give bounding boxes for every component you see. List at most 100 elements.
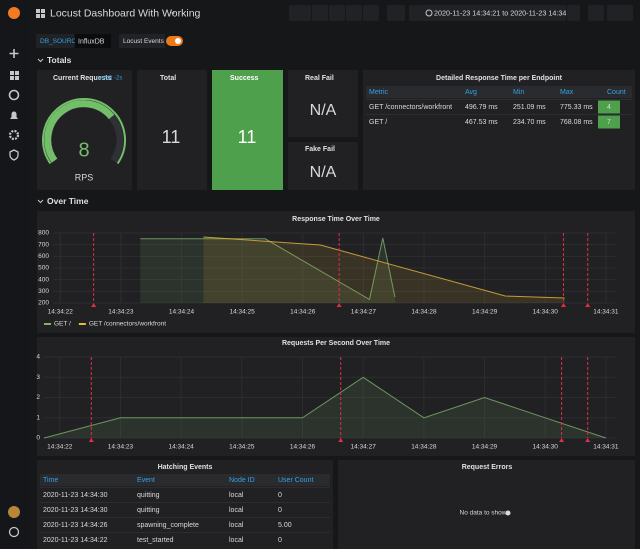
stat-value: 11 (238, 127, 257, 147)
table-cell: GET /connectors/workfront (369, 104, 452, 111)
toggle-label: Locust Events (123, 38, 165, 45)
panel (338, 460, 635, 549)
x-tick-label: 14:34:24 (168, 444, 194, 451)
time-picker[interactable] (422, 5, 566, 21)
x-tick-label: 14:34:30 (533, 444, 559, 451)
avatar[interactable] (8, 506, 20, 518)
row-title[interactable]: Totals (47, 55, 72, 65)
table-header (40, 474, 330, 486)
refresh-button[interactable] (607, 5, 633, 21)
share-button[interactable] (329, 5, 345, 21)
table-cell: 2020-11-23 14:34:30 (43, 507, 108, 514)
table-cell: 234.70 ms (513, 119, 546, 126)
dashboards-icon[interactable] (10, 71, 19, 80)
table-cell: 775.33 ms (560, 104, 593, 111)
x-tick-label: 14:34:23 (108, 444, 134, 451)
x-tick-label: 14:34:27 (351, 444, 377, 451)
y-tick-label: 500 (38, 265, 49, 272)
panel-title: Success (230, 75, 259, 82)
column-header: Avg (465, 89, 477, 96)
x-tick-label: 14:34:25 (229, 309, 255, 316)
column-header: Node ID (229, 477, 255, 484)
gauge-threshold (42, 98, 126, 165)
explore-icon[interactable] (8, 89, 20, 101)
table-header (366, 86, 632, 98)
table-cell: local (229, 492, 244, 499)
column-header: Max (560, 89, 574, 96)
y-tick-label: 700 (38, 241, 49, 248)
legend-label: GET / (54, 321, 71, 328)
time-range[interactable]: 2020-11-23 14:34:21 to 2020-11-23 14:34:… (434, 8, 576, 17)
column-header: Event (137, 477, 155, 484)
config-icon[interactable] (8, 129, 20, 141)
gauge-value: 8 (78, 139, 89, 161)
row-chevron[interactable] (37, 199, 44, 204)
event-marker (336, 303, 342, 307)
toggle-label-box (119, 34, 165, 48)
column-header: Metric (369, 89, 389, 96)
stat-value: N/A (310, 164, 337, 181)
table-cell: 2020-11-23 14:34:22 (43, 537, 108, 544)
dashboard-title[interactable]: Locust Dashboard With Working (50, 7, 201, 19)
table-cell: 5.00 (278, 522, 292, 529)
row-chevron[interactable] (37, 58, 44, 63)
event-marker (338, 438, 344, 442)
x-tick-label: 14:34:31 (593, 309, 619, 316)
column-header: Count (607, 89, 626, 96)
x-tick-label: 14:34:30 (533, 309, 559, 316)
panel (212, 70, 283, 190)
logo[interactable] (8, 7, 20, 19)
shield-icon[interactable] (9, 149, 19, 161)
zoom-button[interactable] (588, 5, 604, 21)
y-tick-label: 0 (36, 435, 40, 442)
table-cell: 2020-11-23 14:34:30 (43, 492, 108, 499)
row-title[interactable]: Over Time (47, 196, 89, 206)
help-icon[interactable] (8, 526, 20, 538)
table-cell: spawning_complete (137, 522, 199, 529)
variable-value[interactable]: InfluxDB (78, 38, 105, 45)
x-tick-label: 14:34:22 (47, 444, 73, 451)
event-marker (560, 303, 566, 307)
title-caret[interactable] (171, 12, 175, 15)
column-header: Min (513, 89, 524, 96)
column-header: User Count (278, 477, 313, 484)
variable-select[interactable] (75, 34, 111, 48)
y-tick-label: 2 (36, 394, 40, 401)
table-cell: local (229, 537, 244, 544)
x-tick-label: 14:34:26 (290, 309, 316, 316)
series-line (43, 376, 607, 439)
table-cell: quitting (137, 507, 160, 514)
panel-title: Detailed Response Time per Endpoint (436, 75, 563, 82)
table-cell: 251.09 ms (513, 104, 546, 111)
gauge-unit: RPS (75, 172, 94, 182)
x-tick-label: 14:34:28 (411, 444, 437, 451)
y-tick-label: 1 (36, 414, 40, 421)
count-cell (598, 100, 620, 114)
count-cell (598, 115, 620, 129)
event-marker (585, 438, 591, 442)
table-cell: 4 (607, 104, 611, 111)
panel (37, 211, 635, 333)
add-icon[interactable] (9, 49, 19, 58)
clock-icon (425, 9, 433, 17)
settings-button[interactable] (363, 5, 379, 21)
panel-title: Hatching Events (158, 464, 213, 471)
legend-label: GET /connectors/workfront (89, 321, 166, 328)
x-tick-label: 14:34:29 (472, 444, 498, 451)
alerting-icon[interactable] (10, 111, 18, 119)
add-panel-button[interactable] (289, 5, 311, 21)
chart-title: Requests Per Second Over Time (282, 340, 390, 347)
star-button[interactable] (312, 5, 328, 21)
stat-value: N/A (310, 102, 337, 119)
tv-button[interactable] (387, 5, 405, 21)
x-tick-label: 14:34:29 (472, 309, 498, 316)
panel-title: Real Fail (305, 75, 334, 82)
save-button[interactable] (346, 5, 362, 21)
event-marker (559, 438, 565, 442)
time-back-button[interactable] (409, 5, 422, 21)
time-forward-button[interactable] (567, 5, 580, 21)
table-cell: 768.08 ms (560, 119, 593, 126)
y-tick-label: 800 (38, 230, 49, 237)
panel-title: Request Errors (462, 464, 513, 471)
